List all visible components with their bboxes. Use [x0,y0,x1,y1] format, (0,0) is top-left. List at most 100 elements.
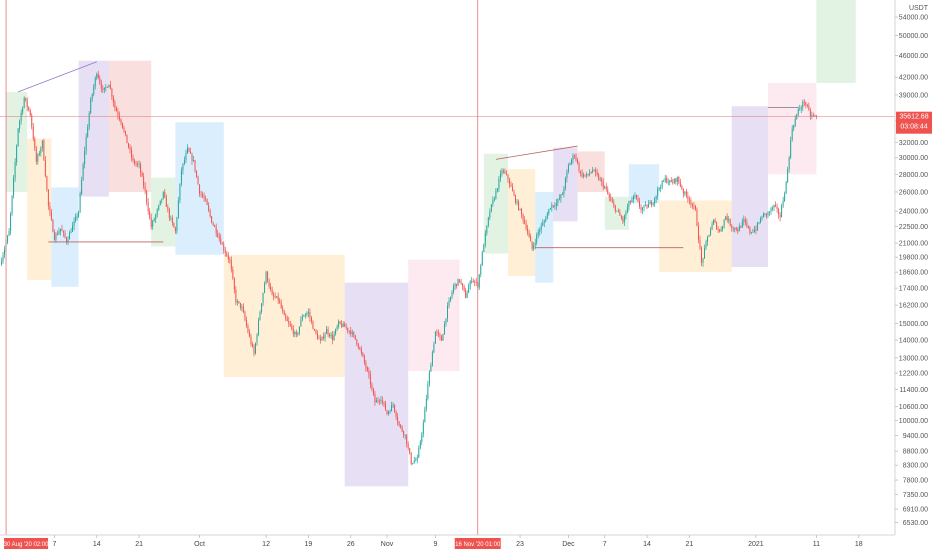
candle-body [140,164,142,173]
x-tick-label: 14 [93,541,101,548]
candle-body [794,118,796,126]
candle-body [159,200,161,206]
candle-body [206,199,208,205]
candle-body [762,213,764,218]
candle-body [8,230,10,236]
candle-body [19,120,21,129]
candle-body [203,196,205,199]
quote-unit-label: USDT [909,5,929,12]
candle-body [484,233,486,245]
candle-body [143,176,145,187]
candle-body [14,162,16,178]
candle-body [590,172,592,174]
candle-body [300,319,302,327]
candle-body [519,208,521,210]
candle-body [623,215,625,222]
candle-body [413,460,415,464]
current-price-label: 35612.68 [899,114,928,121]
candle-body [28,106,30,111]
candle-body [301,316,303,320]
candle-body [702,258,704,263]
candle-body [248,332,250,337]
zone-box [604,196,629,230]
candle-body [120,119,122,123]
candle-body [37,154,39,162]
candle-body [555,203,557,207]
candle-body [106,86,108,88]
candle-body [218,236,220,239]
y-tick-label: 30000.00 [899,155,928,162]
candle-body [173,222,175,228]
candle-body [141,172,143,177]
candle-body [94,77,96,87]
price-axis-background [895,0,932,550]
candle-body [220,238,222,244]
candle-body [667,182,669,184]
candle-body [451,292,453,297]
crosshair-layer [0,0,895,535]
candle-body [108,84,110,88]
candle-body [232,269,234,279]
candle-body [539,230,541,232]
candle-body [531,241,533,249]
candle-body [123,127,125,131]
candle-body [114,102,116,108]
candle-body [318,338,320,340]
candle-body [462,283,464,287]
y-tick-label: 46000.00 [899,53,928,60]
candle-body [47,189,49,206]
candle-body [398,421,400,426]
candle-body [35,148,37,162]
candle-body [450,296,452,301]
crosshair-date-label-1: 30 Aug '20 02:00 [4,538,49,549]
time-axis[interactable]: 7 14 21 Oct 12 19 26 Nov 9 23 Dec 7 14 21 2021 11 18 30 … [0,534,895,549]
candle-body [217,233,219,237]
candle-body [196,170,198,177]
candle-body [162,191,164,199]
candle-body [412,463,414,464]
candle-body [338,321,340,327]
candle-body [236,301,238,303]
candle-body [381,400,383,402]
candle-body [475,281,477,283]
y-tick-label: 8800.00 [903,449,928,456]
candle-body [693,205,695,207]
candle-body [598,174,600,180]
candle-body [282,308,284,312]
candle-body [409,448,411,454]
candle-body [502,170,504,172]
candle-body [149,211,151,218]
candle-body [722,225,724,230]
candle-body [87,126,89,138]
candle-body [264,283,266,293]
candle-body [643,205,645,208]
price-axis[interactable]: USDT 54000.00 50000.00 46000.00 42000.00 390… [894,0,932,550]
x-tick-label: Nov [381,541,394,548]
candle-body [747,225,749,228]
candle-body [67,239,69,243]
candle-body [637,197,639,202]
candle-body [291,325,293,329]
candle-body [330,335,332,337]
candle-body [354,335,356,340]
y-tick-label: 28000.00 [899,172,928,179]
candle-body [726,216,728,221]
y-tick-label: 24000.00 [899,209,928,216]
candle-body [666,178,668,183]
candle-body [388,411,390,414]
candle-body [430,365,432,372]
candle-body [528,232,530,237]
candle-body [546,213,548,220]
x-tick-label: 19 [305,541,313,548]
candle-body [533,245,535,249]
candle-body [66,237,68,243]
candle-body [230,259,232,270]
candle-body [589,173,591,175]
candle-body [38,153,40,155]
candle-body [569,163,571,166]
candle-body [394,404,396,412]
y-tick-label: 12200.00 [899,371,928,378]
candle-body [660,187,662,189]
zone-box [659,200,732,273]
